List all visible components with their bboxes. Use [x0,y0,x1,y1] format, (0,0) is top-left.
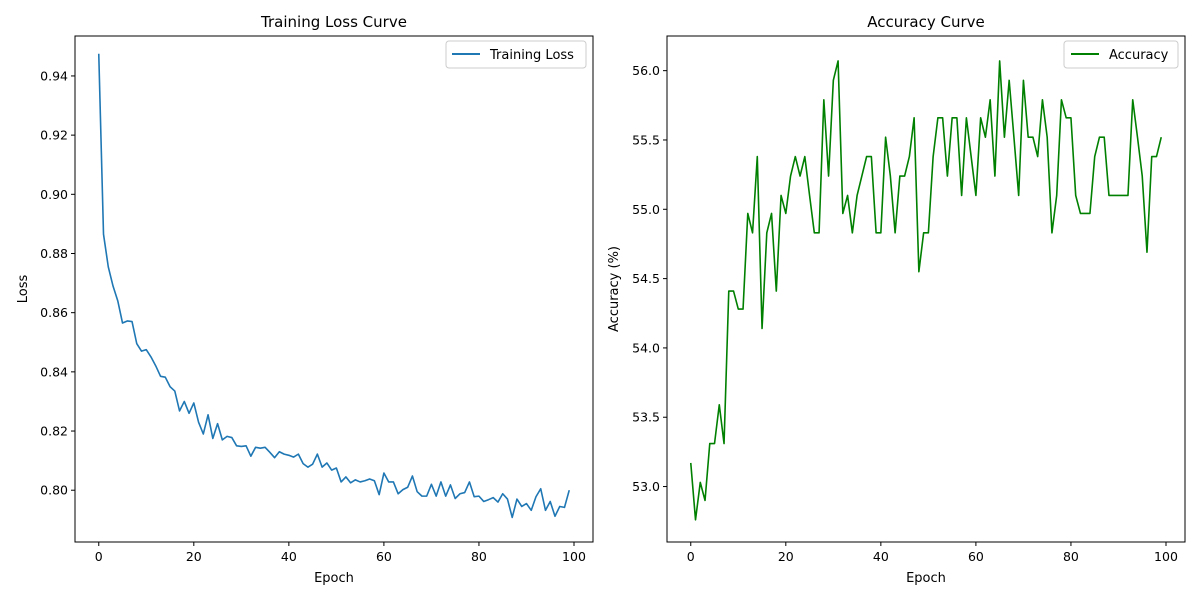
loss-x-tick-label: 80 [471,549,487,564]
loss-x-tick-label: 100 [562,549,586,564]
loss-x-tick-label: 40 [281,549,297,564]
loss-plot-content [97,53,571,519]
accuracy-x-tick-label: 40 [873,549,889,564]
accuracy-x-ticks: 0 20 40 60 80 100 [687,542,1178,564]
loss-x-tick-label: 20 [186,549,202,564]
accuracy-series-line [689,60,1163,521]
loss-y-tick-label: 0.88 [40,246,68,261]
loss-y-axis-label: Loss [16,275,31,304]
accuracy-y-tick-label: 54.5 [632,271,660,286]
loss-y-tick-label: 0.90 [40,187,68,202]
loss-chart-panel: Training Loss Curve 0 20 40 60 80 100 0.800.8… [16,13,594,586]
loss-plot-frame [74,35,594,543]
accuracy-y-tick-label: 55.0 [632,202,660,217]
accuracy-x-axis-label: Epoch [906,571,946,586]
loss-legend-box [445,40,587,69]
accuracy-y-tick-label: 53.0 [632,479,660,494]
loss-y-tick-label: 0.94 [40,68,68,83]
loss-y-ticks: 0.80 0.82 0.84 0.86 0.88 0.90 0.92 0.94 [40,68,75,498]
accuracy-x-tick-label: 80 [1063,549,1079,564]
loss-y-tick-label: 0.82 [40,424,68,439]
loss-x-tick-label: 60 [376,549,392,564]
accuracy-legend-box [1063,40,1179,69]
accuracy-x-tick-label: 60 [968,549,984,564]
loss-y-tick-label: 0.86 [40,305,68,320]
accuracy-y-tick-label: 54.0 [632,340,660,355]
accuracy-y-axis-label: Accuracy (%) [607,246,622,332]
accuracy-chart-panel: Accuracy Curve 0 20 40 60 80 100 53.0 53.5 54.0… [607,13,1186,586]
accuracy-y-tick-label: 56.0 [632,63,660,78]
loss-y-tick-label: 0.92 [40,128,68,143]
accuracy-x-tick-label: 20 [778,549,794,564]
accuracy-plot-content [689,60,1163,521]
accuracy-x-tick-label: 100 [1154,549,1178,564]
loss-x-axis-label: Epoch [314,571,354,586]
loss-x-ticks: 0 20 40 60 80 100 [95,542,586,564]
loss-y-tick-label: 0.84 [40,364,68,379]
accuracy-plot-frame [666,35,1186,543]
accuracy-y-ticks: 53.0 53.5 54.0 54.5 55.0 55.5 56.0 [632,63,667,494]
loss-y-tick-label: 0.80 [40,483,68,498]
loss-x-tick-label: 0 [95,549,103,564]
accuracy-y-tick-label: 55.5 [632,132,660,147]
accuracy-x-tick-label: 0 [687,549,695,564]
accuracy-legend-label: Accuracy [1109,48,1169,63]
accuracy-y-tick-label: 53.5 [632,410,660,425]
loss-legend: Training Loss [445,40,587,69]
accuracy-chart-title: Accuracy Curve [867,13,985,31]
loss-legend-label: Training Loss [489,48,574,63]
loss-chart-title: Training Loss Curve [260,13,407,31]
loss-series-line [97,53,571,519]
accuracy-legend: Accuracy [1063,40,1179,69]
